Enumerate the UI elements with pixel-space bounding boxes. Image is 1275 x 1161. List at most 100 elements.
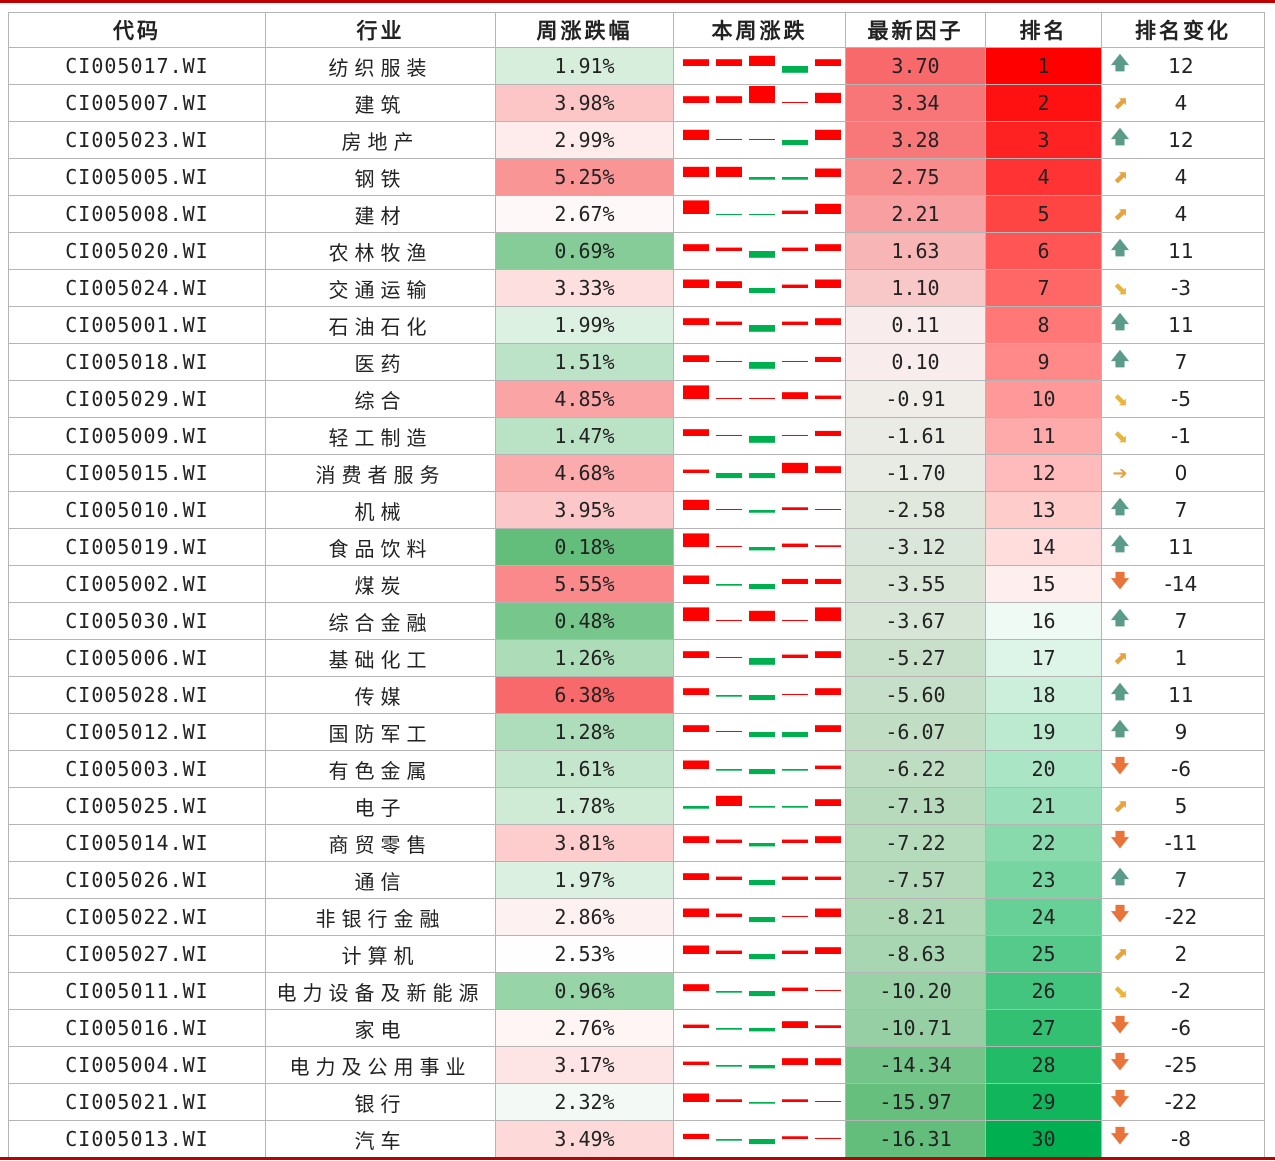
- table-body: CI005017.WI 纺织服装 1.91% 3.70 1 🡅 12 CI005007.WI 建…: [8, 47, 1265, 1158]
- sparkline-bar: [814, 989, 841, 991]
- table-row: CI005011.WI 电力设备及新能源 0.96% -10.20 26 ⬊ -2: [8, 972, 1265, 1010]
- daily-sparkline-cell: [673, 824, 846, 862]
- industry-code: CI005024.WI: [8, 269, 266, 307]
- table-row: CI005012.WI 国防军工 1.28% -6.07 19 🡅 9: [8, 713, 1265, 751]
- sparkline-bar: [682, 355, 709, 362]
- weekly-change: 2.76%: [495, 1009, 674, 1047]
- sparkline-bar: [748, 1065, 775, 1069]
- rank: 21: [985, 787, 1102, 825]
- weekly-change: 6.38%: [495, 676, 674, 714]
- sparkline-bar: [682, 385, 709, 399]
- weekly-change: 2.99%: [495, 121, 674, 159]
- sparkline-bar: [682, 836, 709, 843]
- rank-change-cell: ⬊ -2: [1101, 972, 1265, 1010]
- industry-name: 石油石化: [265, 306, 496, 344]
- sparkline-bar: [814, 651, 841, 658]
- sparkline-bar: [781, 876, 808, 880]
- rank-change: 11: [1168, 535, 1194, 559]
- sparkline-bar: [748, 584, 775, 590]
- weekly-change: 1.97%: [495, 861, 674, 899]
- daily-sparkline: [682, 688, 841, 701]
- sparkline-bar: [715, 546, 742, 547]
- daily-sparkline-cell: [673, 1046, 846, 1084]
- header-code: 代码: [8, 12, 266, 48]
- sparkline-bar: [715, 59, 742, 66]
- sparkline-bar: [682, 318, 709, 325]
- industry-name: 农林牧渔: [265, 232, 496, 270]
- rank-change: -8: [1171, 1127, 1191, 1151]
- latest-factor: -7.13: [845, 787, 986, 825]
- rank-change-cell: ⬈ 5: [1101, 787, 1265, 825]
- arrow-up-right-icon: ⬈: [1112, 166, 1128, 188]
- industry-name: 国防军工: [265, 713, 496, 751]
- daily-sparkline: [682, 1058, 841, 1069]
- industry-code: CI005027.WI: [8, 935, 266, 973]
- weekly-change: 1.26%: [495, 639, 674, 677]
- sparkline-bar: [715, 434, 742, 436]
- rank-change: 4: [1174, 91, 1188, 115]
- industry-name: 非银行金融: [265, 898, 496, 936]
- latest-factor: 3.28: [845, 121, 986, 159]
- daily-sparkline-cell: [673, 676, 846, 714]
- arrow-up-icon: 🡅: [1110, 534, 1130, 555]
- industry-name: 综合: [265, 380, 496, 418]
- industry-name: 食品饮料: [265, 528, 496, 566]
- rank-change-cell: 🡇 -11: [1101, 824, 1265, 862]
- sparkline-bar: [715, 96, 742, 103]
- rank: 30: [985, 1120, 1102, 1158]
- industry-name: 医药: [265, 343, 496, 381]
- daily-sparkline: [682, 55, 841, 73]
- sparkline-bar: [715, 730, 742, 732]
- rank-change-cell: 🡅 9: [1101, 713, 1265, 751]
- sparkline-bar: [682, 908, 709, 917]
- sparkline-bar: [748, 1139, 775, 1145]
- daily-sparkline: [682, 984, 841, 997]
- rank: 13: [985, 491, 1102, 529]
- table-row: CI005005.WI 钢铁 5.25% 2.75 4 ⬈ 4: [8, 158, 1265, 196]
- daily-sparkline: [682, 385, 841, 399]
- weekly-change: 2.53%: [495, 935, 674, 973]
- industry-code: CI005005.WI: [8, 158, 266, 196]
- rank: 10: [985, 380, 1102, 418]
- industry-name: 电力设备及新能源: [265, 972, 496, 1010]
- daily-sparkline: [682, 429, 841, 443]
- weekly-change: 3.33%: [495, 269, 674, 307]
- rank: 27: [985, 1009, 1102, 1047]
- rank: 22: [985, 824, 1102, 862]
- rank-change: 7: [1174, 868, 1188, 892]
- rank-change-cell: 🡇 -22: [1101, 898, 1265, 936]
- sparkline-bar: [748, 1028, 775, 1032]
- latest-factor: -8.21: [845, 898, 986, 936]
- daily-sparkline-cell: [673, 861, 846, 899]
- sparkline-bar: [814, 578, 841, 584]
- daily-sparkline-cell: [673, 528, 846, 566]
- rank-change: -11: [1164, 831, 1198, 855]
- weekly-change: 3.81%: [495, 824, 674, 862]
- sparkline-bar: [781, 693, 808, 695]
- table-row: CI005029.WI 综合 4.85% -0.91 10 ⬊ -5: [8, 380, 1265, 418]
- daily-sparkline-cell: [673, 269, 846, 307]
- sparkline-bar: [748, 251, 775, 258]
- rank-change: 1: [1174, 646, 1188, 670]
- latest-factor: 3.34: [845, 84, 986, 122]
- sparkline-bar: [781, 102, 808, 103]
- daily-sparkline: [682, 1133, 841, 1145]
- sparkline-bar: [781, 915, 808, 917]
- rank: 9: [985, 343, 1102, 381]
- rank: 2: [985, 84, 1102, 122]
- sparkline-bar: [715, 321, 742, 325]
- sparkline-bar: [715, 876, 742, 880]
- sparkline-bar: [748, 658, 775, 665]
- sparkline-bar: [682, 129, 709, 140]
- latest-factor: -5.27: [845, 639, 986, 677]
- sparkline-bar: [781, 247, 808, 251]
- industry-name: 钢铁: [265, 158, 496, 196]
- rank-change: 7: [1174, 609, 1188, 633]
- sparkline-bar: [715, 360, 742, 362]
- sparkline-bar: [814, 203, 841, 214]
- daily-sparkline: [682, 651, 841, 665]
- rank: 4: [985, 158, 1102, 196]
- daily-sparkline-cell: [673, 602, 846, 640]
- arrow-up-icon: 🡅: [1110, 238, 1130, 259]
- table-row: CI005028.WI 传媒 6.38% -5.60 18 🡅 11: [8, 676, 1265, 714]
